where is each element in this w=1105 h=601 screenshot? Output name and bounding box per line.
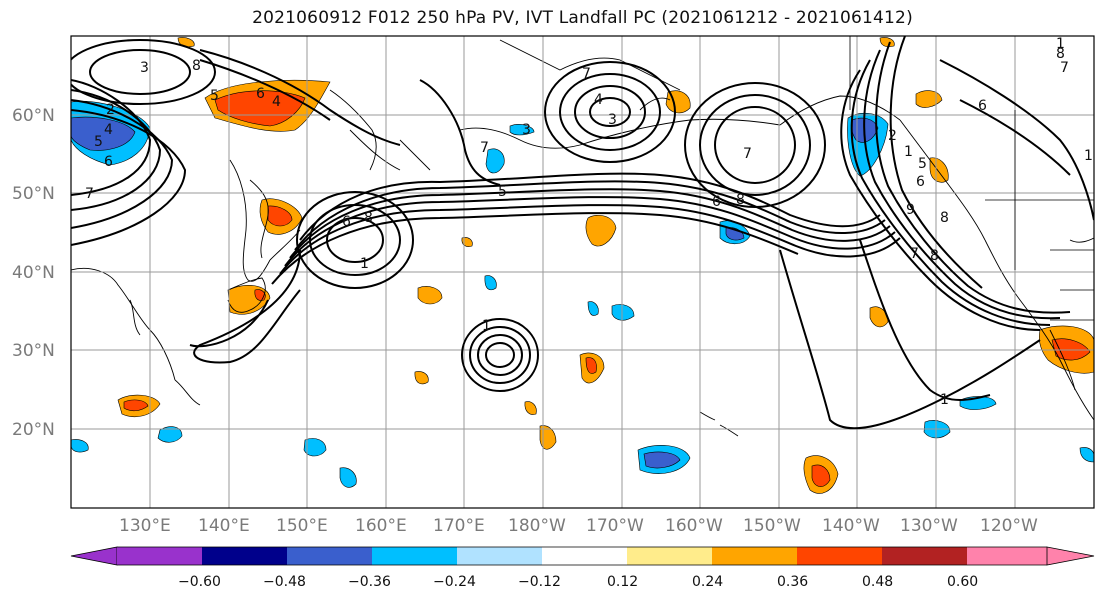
- contour-label: 7: [1060, 60, 1069, 76]
- colorbar-segment: [712, 547, 797, 565]
- colorbar-label: −0.48: [263, 574, 306, 590]
- contour-label: 4: [104, 122, 113, 138]
- colorbar-segment: [202, 547, 287, 565]
- lon-label: 140°E: [198, 516, 250, 536]
- contour-label: 1: [360, 256, 369, 272]
- contour-label: 8: [736, 192, 745, 208]
- map-frame: [70, 35, 1095, 509]
- colorbar-label: −0.24: [433, 574, 476, 590]
- contour-label: 5: [498, 184, 507, 200]
- contour-label: 2: [106, 102, 115, 118]
- lat-label: 60°N: [12, 106, 55, 126]
- colorbar-segment: [117, 547, 202, 565]
- contour-label: 6: [342, 214, 351, 230]
- contour-label: 6: [256, 86, 265, 102]
- colorbar-segment: [372, 547, 457, 565]
- colorbar-segment: [287, 547, 372, 565]
- colorbar-label: −0.12: [518, 574, 561, 590]
- contour-label: 6: [104, 154, 113, 170]
- contour-label: 1: [1084, 148, 1093, 164]
- contour-label: 5: [94, 134, 103, 150]
- contour-label: 3: [608, 112, 617, 128]
- lon-label: 170°W: [586, 516, 644, 536]
- contour-label: 7: [743, 146, 752, 162]
- contour-label: 7: [85, 186, 94, 202]
- colorbar-segment: [967, 547, 1047, 565]
- lon-label: 170°E: [433, 516, 485, 536]
- contour-label: 8: [930, 248, 939, 264]
- contour-label: 1: [940, 392, 949, 408]
- lat-label: 50°N: [12, 184, 55, 204]
- colorbar-segment: [457, 547, 542, 565]
- colorbar-label: 0.24: [692, 574, 723, 590]
- contour-label: 5: [918, 156, 927, 172]
- lon-label: 160°E: [355, 516, 407, 536]
- contour-label: 7: [582, 66, 591, 82]
- contour-label: 6: [978, 98, 987, 114]
- lon-label: 140°W: [822, 516, 880, 536]
- contour-label: 6: [712, 194, 721, 210]
- colorbar-label: −0.36: [348, 574, 391, 590]
- colorbar: −0.60 −0.48 −0.36 −0.24 −0.12 0.12 0.24 …: [70, 546, 1095, 590]
- contour-label: 3: [140, 60, 149, 76]
- contour-label: 8: [364, 210, 373, 226]
- lon-label: 150°E: [276, 516, 328, 536]
- contour-label: 4: [272, 94, 281, 110]
- contour-label: 3: [522, 122, 531, 138]
- colorbar-segment: [882, 547, 967, 565]
- map-title: 2021060912 F012 250 hPa PV, IVT Landfall…: [252, 8, 913, 28]
- lat-label: 30°N: [12, 341, 55, 361]
- latitude-labels: 60°N 50°N 40°N 30°N 20°N: [12, 106, 55, 440]
- contour-label: 8: [192, 58, 201, 74]
- lon-label: 150°W: [743, 516, 801, 536]
- ivt-contours: [71, 36, 1094, 430]
- colorbar-label: −0.60: [178, 574, 221, 590]
- contour-label: 7: [480, 140, 489, 156]
- contour-label: 9: [906, 202, 915, 218]
- lon-label: 160°W: [665, 516, 723, 536]
- contour-label: 1: [1056, 36, 1065, 52]
- lat-label: 20°N: [12, 420, 55, 440]
- contour-label: 5: [210, 88, 219, 104]
- colorbar-segment: [797, 547, 882, 565]
- longitude-labels: 130°E 140°E 150°E 160°E 170°E 180°W 170°…: [119, 516, 1038, 536]
- lon-label: 130°E: [119, 516, 171, 536]
- colorbar-segment: [627, 547, 712, 565]
- colorbar-label: 0.12: [607, 574, 638, 590]
- colorbar-label: 0.36: [777, 574, 808, 590]
- colorbar-label: 0.48: [862, 574, 893, 590]
- contour-label: 7: [910, 246, 919, 262]
- contour-label: 6: [916, 174, 925, 190]
- lon-label: 120°W: [980, 516, 1038, 536]
- colorbar-label: 0.60: [947, 574, 978, 590]
- contour-label: 4: [594, 92, 603, 108]
- lat-label: 40°N: [12, 263, 55, 283]
- lon-label: 180°W: [508, 516, 566, 536]
- contour-label: 2: [888, 128, 897, 144]
- contour-label: 8: [1056, 46, 1065, 62]
- political-borders: [849, 36, 1094, 321]
- contour-label: 1: [904, 144, 913, 160]
- colorbar-extend-high: [1046, 546, 1095, 566]
- lon-label: 130°W: [900, 516, 958, 536]
- contour-label: 8: [940, 210, 949, 226]
- colorbar-extend-low: [70, 546, 118, 566]
- contour-labels: 3 5 6 4 2 4 5 6 7 8 7 3 4 3 7 6 8 1 5 6 …: [85, 36, 1093, 408]
- contour-label: 1: [482, 318, 491, 334]
- colorbar-segment: [542, 547, 627, 565]
